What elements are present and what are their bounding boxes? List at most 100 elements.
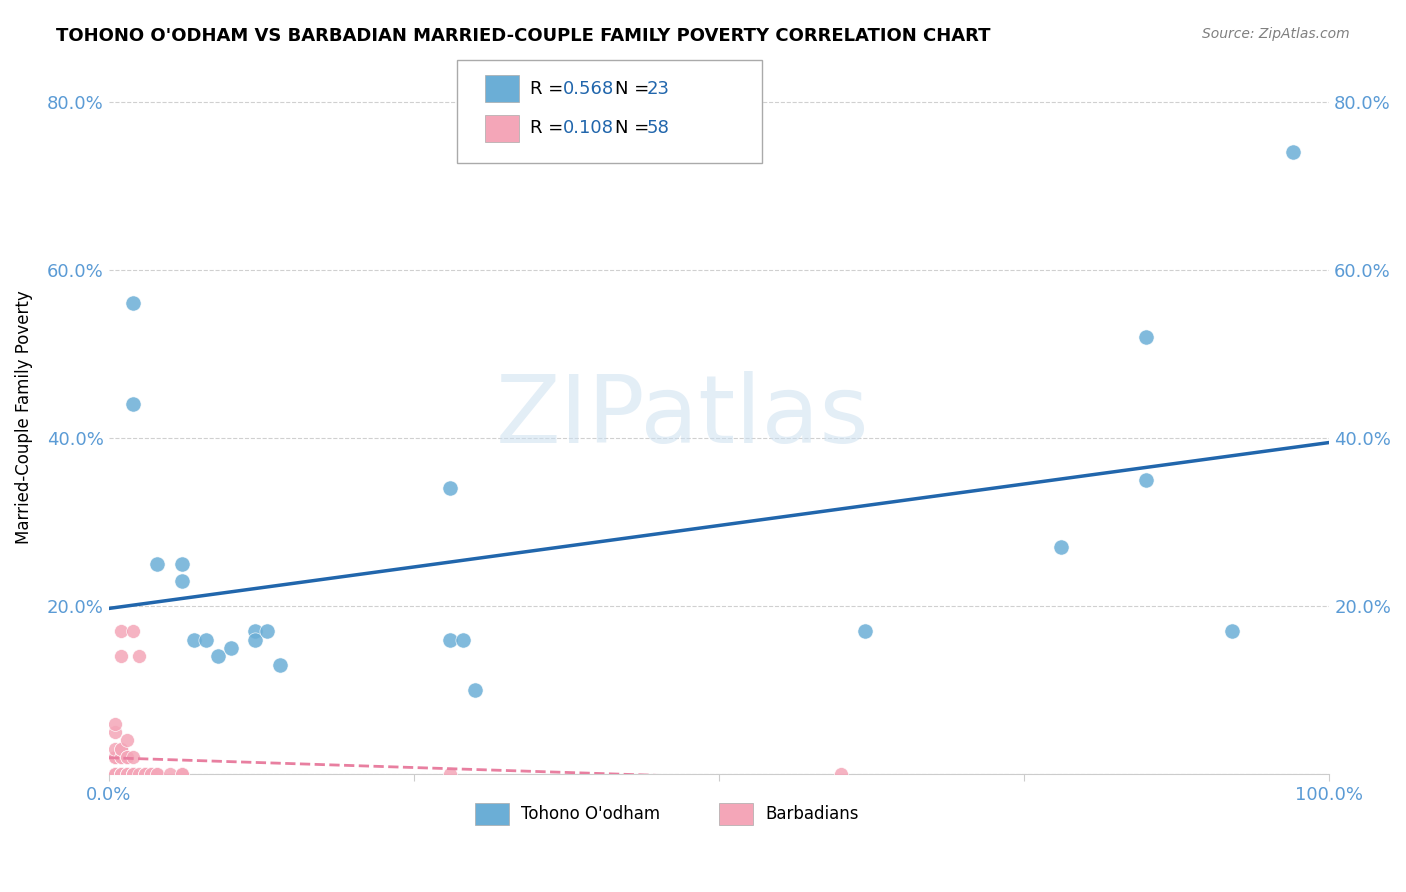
Point: [170, 767, 193, 781]
Point: [439, 481, 461, 495]
Point: [110, 741, 132, 756]
Point: [122, 767, 145, 781]
Point: [855, 624, 877, 639]
Point: [104, 767, 127, 781]
Point: [122, 624, 145, 639]
Point: [115, 767, 138, 781]
Point: [110, 767, 132, 781]
Text: 58: 58: [647, 120, 669, 137]
Text: N =: N =: [616, 120, 655, 137]
Point: [141, 767, 163, 781]
Point: [159, 767, 181, 781]
Point: [104, 725, 127, 739]
Text: Source: ZipAtlas.com: Source: ZipAtlas.com: [1202, 27, 1350, 41]
Point: [146, 557, 169, 571]
Point: [110, 767, 132, 781]
Point: [104, 750, 127, 764]
Point: [1049, 540, 1071, 554]
Point: [110, 767, 132, 781]
Point: [110, 767, 132, 781]
Point: [439, 632, 461, 647]
Text: R =: R =: [530, 80, 569, 98]
Point: [219, 640, 242, 655]
Point: [134, 767, 156, 781]
Point: [104, 767, 127, 781]
Point: [464, 683, 486, 698]
Point: [170, 557, 193, 571]
Bar: [475, 803, 509, 825]
Text: 23: 23: [647, 80, 669, 98]
FancyBboxPatch shape: [457, 60, 762, 163]
Point: [183, 632, 205, 647]
Point: [110, 767, 132, 781]
Point: [1135, 330, 1157, 344]
Point: [256, 624, 278, 639]
Point: [104, 767, 127, 781]
Point: [195, 632, 218, 647]
Point: [104, 767, 127, 781]
Point: [110, 750, 132, 764]
Bar: [718, 803, 754, 825]
Text: TOHONO O'ODHAM VS BARBADIAN MARRIED-COUPLE FAMILY POVERTY CORRELATION CHART: TOHONO O'ODHAM VS BARBADIAN MARRIED-COUP…: [56, 27, 991, 45]
Point: [115, 733, 138, 747]
Point: [122, 767, 145, 781]
Point: [122, 767, 145, 781]
Text: 0.568: 0.568: [562, 80, 614, 98]
Point: [1220, 624, 1243, 639]
Point: [104, 741, 127, 756]
Text: R =: R =: [530, 120, 569, 137]
Point: [104, 767, 127, 781]
Point: [110, 649, 132, 664]
Point: [269, 657, 291, 672]
Text: ZIPatlas: ZIPatlas: [495, 371, 869, 463]
Point: [170, 767, 193, 781]
Point: [115, 750, 138, 764]
Point: [830, 767, 852, 781]
Point: [128, 649, 150, 664]
Point: [115, 767, 138, 781]
Point: [1135, 473, 1157, 487]
Point: [146, 767, 169, 781]
Bar: [485, 114, 519, 142]
Point: [122, 296, 145, 310]
Point: [170, 574, 193, 588]
Point: [115, 750, 138, 764]
Point: [128, 767, 150, 781]
Point: [243, 632, 266, 647]
Point: [122, 767, 145, 781]
Point: [122, 397, 145, 411]
Point: [141, 767, 163, 781]
Point: [104, 750, 127, 764]
Point: [110, 741, 132, 756]
Text: 0.108: 0.108: [562, 120, 613, 137]
Point: [122, 767, 145, 781]
Text: Tohono O'odham: Tohono O'odham: [522, 805, 661, 823]
Point: [110, 750, 132, 764]
Point: [104, 767, 127, 781]
Point: [104, 716, 127, 731]
Point: [1281, 145, 1303, 159]
Point: [110, 767, 132, 781]
Point: [451, 632, 474, 647]
Point: [134, 767, 156, 781]
Point: [207, 649, 229, 664]
Point: [104, 767, 127, 781]
Point: [104, 767, 127, 781]
Bar: [485, 75, 519, 103]
Point: [134, 767, 156, 781]
Point: [104, 750, 127, 764]
Point: [115, 767, 138, 781]
Point: [439, 767, 461, 781]
Point: [110, 624, 132, 639]
Text: N =: N =: [616, 80, 655, 98]
Point: [104, 750, 127, 764]
Point: [146, 767, 169, 781]
Y-axis label: Married-Couple Family Poverty: Married-Couple Family Poverty: [15, 290, 32, 544]
Point: [243, 624, 266, 639]
Point: [122, 750, 145, 764]
Point: [134, 767, 156, 781]
Text: Barbadians: Barbadians: [765, 805, 859, 823]
Point: [122, 767, 145, 781]
Point: [104, 767, 127, 781]
Point: [104, 767, 127, 781]
